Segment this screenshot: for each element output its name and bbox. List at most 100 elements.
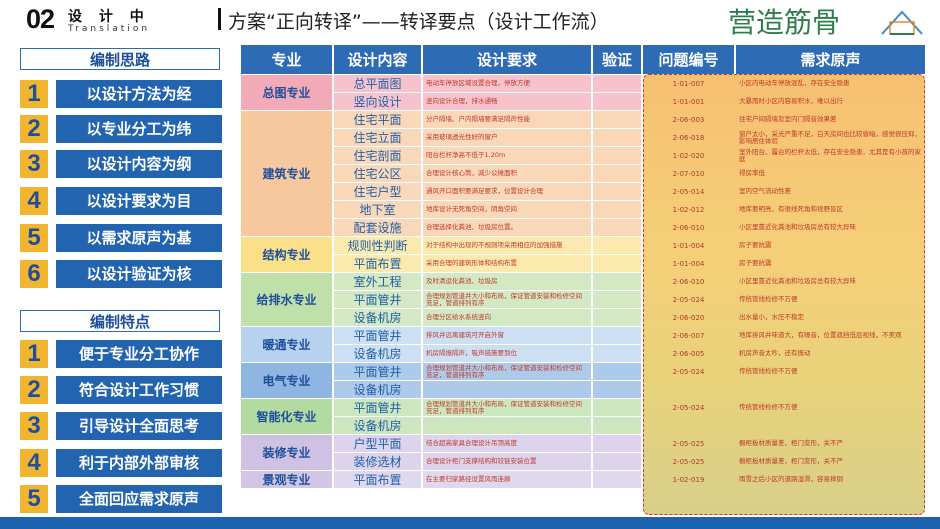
verification bbox=[593, 255, 641, 272]
column-header: 问题编号 bbox=[643, 45, 734, 74]
requirement: 分户隔墙、户内隔墙要满足隔声性能 bbox=[423, 111, 591, 128]
list-item: 4 利于内部外部审核 bbox=[20, 449, 222, 477]
brand: 营造筋骨 bbox=[728, 6, 841, 39]
verification bbox=[593, 273, 641, 290]
discipline: 装修专业 bbox=[241, 435, 332, 470]
customer-voice: 大暴雨时小区内容易积水，难以出行 bbox=[739, 97, 843, 106]
issue-code: 2-05-024 bbox=[672, 367, 705, 376]
issue-code: 1-01-004 bbox=[672, 259, 705, 268]
issue-code: 1-02-020 bbox=[672, 151, 705, 160]
table-row: 住宅剖面 阳台栏杆净高不低于1.20m 1-02-020 室外阳台、露台的栏杆太低，存… bbox=[241, 147, 925, 164]
item-text: 以设计方法为经 bbox=[56, 80, 222, 108]
requirement: 在主要归家路径设置风雨连廊 bbox=[423, 471, 591, 488]
requirement: 合理设计柜门支撑结构和铰链安装位置 bbox=[423, 453, 591, 470]
design-content: 配套设施 bbox=[334, 219, 421, 236]
verification bbox=[593, 399, 641, 416]
item-text: 全面回应需求原声 bbox=[56, 485, 222, 513]
design-content: 住宅公区 bbox=[334, 165, 421, 182]
issue-code: 2-06-018 bbox=[672, 133, 705, 142]
requirement: 对于结构中出现的不规则项采用相应的加强措施 bbox=[423, 237, 591, 254]
customer-voice: 机房声音太吵，还有振动 bbox=[739, 349, 811, 358]
design-content: 户型平面 bbox=[334, 435, 421, 452]
requirement: 电动车停放区域设置合理，停放方便 bbox=[423, 75, 591, 92]
item-number: 2 bbox=[20, 115, 48, 143]
list-item: 6 以设计验证为核 bbox=[20, 260, 222, 288]
issue-code: 2-06-010 bbox=[672, 223, 705, 232]
requirement: 合理规划管道井大小和布局，保证管道安装和检修空间充足，管道排列有序 bbox=[423, 399, 591, 416]
issue-code: 2-05-024 bbox=[672, 295, 705, 304]
table-row: 设备机房 机房隔振隔声，吸声措施要到位 2-06-005 机房声音太吵，还有振动 bbox=[241, 345, 925, 362]
list-item: 4 以设计要求为目 bbox=[20, 187, 222, 215]
issue-code: 2-06-003 bbox=[672, 115, 705, 124]
customer-voice: 橱柜板材质量差，柜门变形，关不严 bbox=[739, 457, 843, 466]
item-text: 以需求原声为基 bbox=[56, 224, 222, 252]
item-text: 引导设计全面思考 bbox=[56, 412, 222, 440]
verification bbox=[593, 93, 641, 110]
requirement bbox=[423, 381, 591, 398]
separator bbox=[218, 8, 221, 30]
list-item: 5 以需求原声为基 bbox=[20, 224, 222, 252]
design-content: 室外工程 bbox=[334, 273, 421, 290]
list-item: 3 引导设计全面思考 bbox=[20, 412, 222, 440]
list-item: 1 以设计方法为经 bbox=[20, 80, 222, 108]
design-content: 住宅立面 bbox=[334, 129, 421, 146]
discipline: 结构专业 bbox=[241, 237, 332, 272]
issue-code: 1-02-019 bbox=[672, 475, 705, 484]
requirement: 采用合理的建筑形体和结构布置 bbox=[423, 255, 591, 272]
requirement bbox=[423, 417, 591, 434]
item-text: 以设计内容为纲 bbox=[56, 150, 222, 178]
design-content: 平面管井 bbox=[334, 399, 421, 416]
design-content: 设备机房 bbox=[334, 381, 421, 398]
customer-voice: 出水量小，水压不稳定 bbox=[739, 313, 804, 322]
item-number: 3 bbox=[20, 412, 48, 440]
column-header: 专业 bbox=[241, 45, 332, 74]
customer-voice: 小区里靠近化粪池和垃圾房总有较大异味 bbox=[739, 277, 856, 286]
section-label: 设 计 中 bbox=[68, 9, 150, 25]
verification bbox=[593, 381, 641, 398]
table-row: 竖向设计 竖向设计合理，排水通畅 1-01-001 大暴雨时小区内容易积水，难以出行 bbox=[241, 93, 925, 110]
discipline: 给排水专业 bbox=[241, 273, 332, 326]
item-number: 4 bbox=[20, 449, 48, 477]
requirement: 及时清运化粪池、垃圾房 bbox=[423, 273, 591, 290]
customer-voice: 地库排风井味道大，有噪音，位置遮挡低层视线，不美观 bbox=[739, 331, 902, 340]
issue-code: 2-06-010 bbox=[672, 277, 705, 286]
customer-voice bbox=[736, 381, 925, 398]
table-row: 暖通专业 平面管井 排风井远离建筑可开启外窗 2-06-007 地库排风井味道大，有噪音… bbox=[241, 327, 925, 362]
customer-voice: 传统管线检修不方便 bbox=[739, 367, 798, 376]
table-row: 电气专业 平面管井 合理规划管道井大小和布局，保证管道安装和检修空间充足，管道排列有… bbox=[241, 363, 925, 398]
customer-voice: 传统管线检修不方便 bbox=[739, 403, 798, 412]
requirement: 地库设计无死角空间，阴角空间 bbox=[423, 201, 591, 218]
requirement: 合理选择化粪池、垃圾房位置。 bbox=[423, 219, 591, 236]
verification bbox=[593, 237, 641, 254]
list-item: 1 便于专业分工协作 bbox=[20, 340, 222, 368]
design-content: 竖向设计 bbox=[334, 93, 421, 110]
issue-code: 1-02-012 bbox=[672, 205, 705, 214]
customer-voice: 传统管线检修不方便 bbox=[739, 295, 798, 304]
table-row: 平面管井 合理规划管道井大小和布局，保证管道安装和检修空间充足，管道排列有序 2-0… bbox=[241, 291, 925, 308]
issue-code: 1-01-001 bbox=[672, 97, 705, 106]
customer-voice: 窗户太小，采光严重不足，白天房间也比较昏暗，感觉很压抑，影响居住体验 bbox=[739, 129, 921, 145]
logo bbox=[881, 10, 923, 35]
issue-code bbox=[643, 417, 734, 434]
table: 专业 设计内容 设计要求 验证 问题编号 需求原声 总图专业 总平面图 电动车停放区域设置合理，… bbox=[239, 44, 927, 489]
item-text: 便于专业分工协作 bbox=[56, 340, 222, 368]
customer-voice: 住宅户间隔墙及室内门隔音效果差 bbox=[739, 115, 837, 124]
requirement: 采用玻璃透光性好的窗户 bbox=[423, 129, 591, 146]
item-number: 4 bbox=[20, 187, 48, 215]
requirement: 合理设计核心筒，减少公摊面积 bbox=[423, 165, 591, 182]
customer-voice: 小区里靠近化粪池和垃圾房总有较大异味 bbox=[739, 223, 856, 232]
item-text: 以设计要求为目 bbox=[56, 187, 222, 215]
issue-code: 1-01-004 bbox=[672, 241, 705, 250]
list-item: 2 符合设计工作习惯 bbox=[20, 376, 222, 404]
verification bbox=[593, 327, 641, 344]
table-row: 住宅户型 通风开口面积要满足要求，位置设计合理 2-05-014 室内空气流动性差 bbox=[241, 183, 925, 200]
item-number: 3 bbox=[20, 150, 48, 178]
item-text: 符合设计工作习惯 bbox=[56, 376, 222, 404]
item-number: 1 bbox=[20, 80, 48, 108]
design-content: 住宅剖面 bbox=[334, 147, 421, 164]
customer-voice: 雨雪之后小区的道路湿滑，容易摔倒 bbox=[739, 475, 843, 484]
customer-voice: 室内空气流动性差 bbox=[739, 187, 791, 196]
verification bbox=[593, 75, 641, 92]
item-text: 利于内部外部审核 bbox=[56, 449, 222, 477]
table-row: 智能化专业 平面管井 合理规划管道井大小和布局，保证管道安装和检修空间充足，管道排列… bbox=[241, 399, 925, 434]
